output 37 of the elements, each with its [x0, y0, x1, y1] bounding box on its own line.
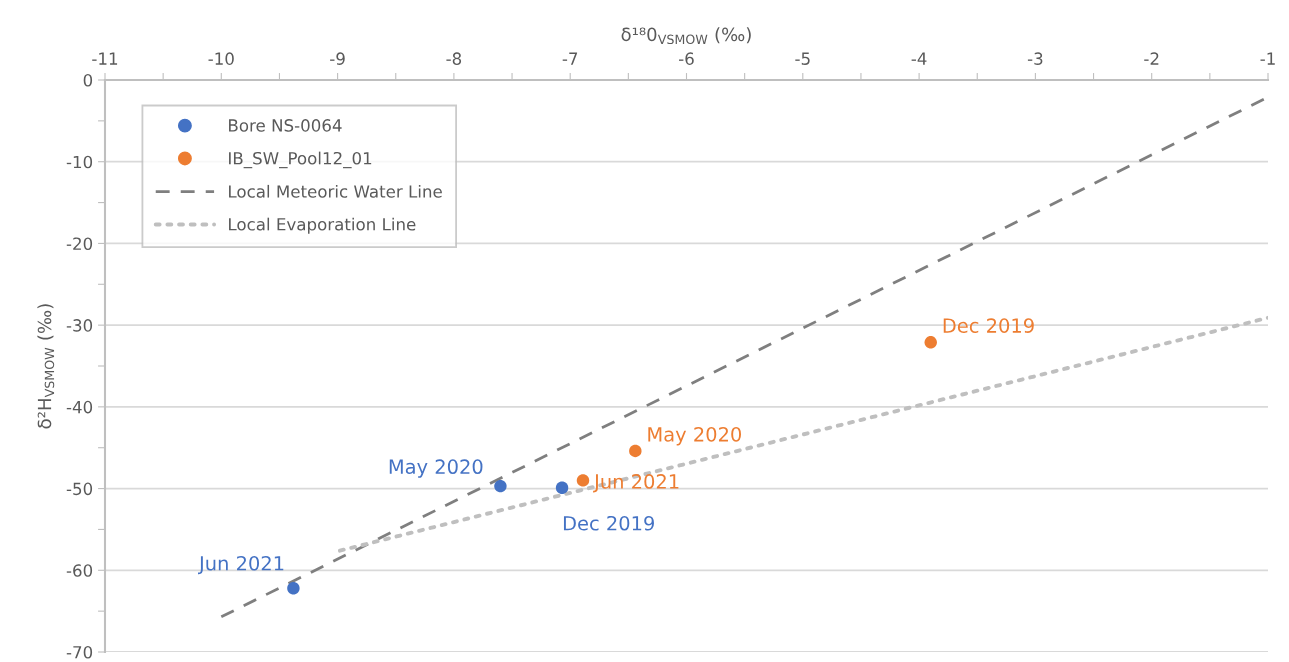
annotation: Jun 2021	[198, 555, 284, 575]
legend-label: Local Evaporation Line	[229, 217, 416, 234]
x-tick-label: -9	[330, 52, 345, 65]
y-tick-label: -70	[66, 645, 93, 659]
x-tick-label: -2	[1144, 52, 1159, 65]
x-tick-label: -3	[1027, 52, 1043, 65]
x-tick-label: -5	[795, 52, 810, 65]
y-tick-label: -50	[66, 482, 93, 496]
annotation: Dec 2019	[943, 318, 1034, 333]
y-tick-label: -40	[66, 400, 93, 414]
x-tick-label: -6	[679, 52, 694, 65]
point	[494, 479, 507, 493]
y-tick-label: -20	[66, 237, 93, 250]
y-tick-label: -60	[66, 564, 93, 577]
annotation: Jun 2021	[593, 474, 679, 493]
y-tick-label: -10	[66, 155, 93, 169]
annotation: May 2020	[648, 426, 742, 446]
x-axis-title: δ¹⁸0$_{VSMOW}$ (‰)	[621, 27, 751, 45]
y-tick-label: 0	[83, 73, 93, 87]
point	[629, 444, 642, 458]
x-tick-label: -8	[446, 52, 462, 65]
legend-label: IB_SW_Pool12_01	[229, 151, 372, 169]
point	[287, 582, 300, 595]
y-tick-label: -30	[66, 319, 93, 332]
x-tick-label: -11	[92, 52, 118, 65]
x-tick-label: -10	[208, 52, 234, 65]
legend-label: Local Meteoric Water Line	[229, 184, 442, 198]
point	[555, 481, 569, 494]
point	[924, 336, 937, 349]
y-axis-title: δ²H$_{VSMOW}$ (‰)	[37, 304, 55, 429]
x-tick-label: -4	[911, 52, 927, 65]
legend-label: Bore NS-0064	[229, 119, 342, 132]
annotation: May 2020	[389, 459, 483, 478]
x-tick-label: -7	[562, 52, 578, 65]
annotation: Dec 2019	[563, 515, 654, 531]
x-tick-label: -1	[1260, 52, 1275, 65]
point	[576, 474, 590, 487]
